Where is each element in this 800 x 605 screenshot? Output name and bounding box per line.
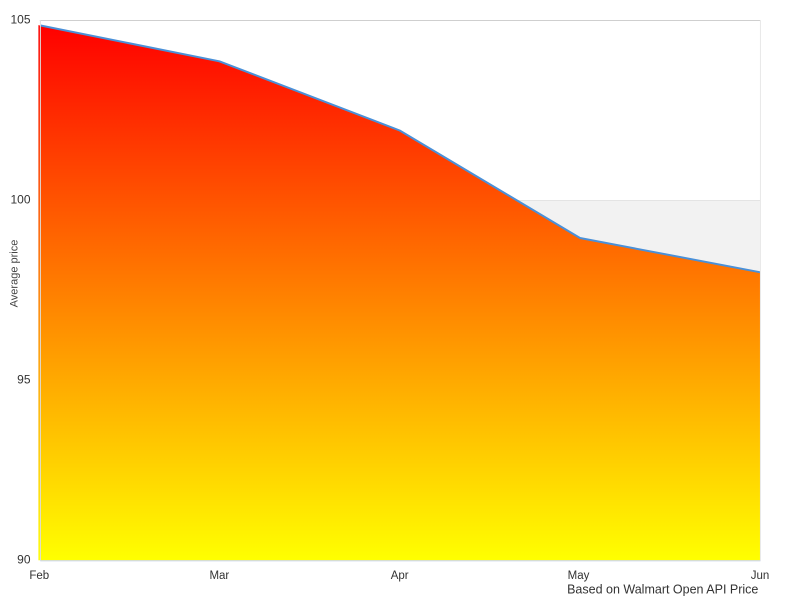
- svg-text:Feb: Feb: [29, 570, 49, 582]
- svg-text:95: 95: [17, 373, 31, 387]
- svg-text:Average price: Average price: [9, 240, 21, 308]
- svg-text:May: May: [568, 570, 590, 582]
- svg-text:Apr: Apr: [391, 570, 409, 582]
- svg-text:90: 90: [17, 553, 31, 567]
- svg-text:Based on Walmart Open API Pric: Based on Walmart Open API Price: [567, 583, 758, 597]
- svg-text:Jun: Jun: [751, 570, 770, 582]
- svg-text:Mar: Mar: [209, 570, 229, 582]
- svg-text:105: 105: [10, 13, 30, 27]
- svg-text:100: 100: [10, 192, 30, 206]
